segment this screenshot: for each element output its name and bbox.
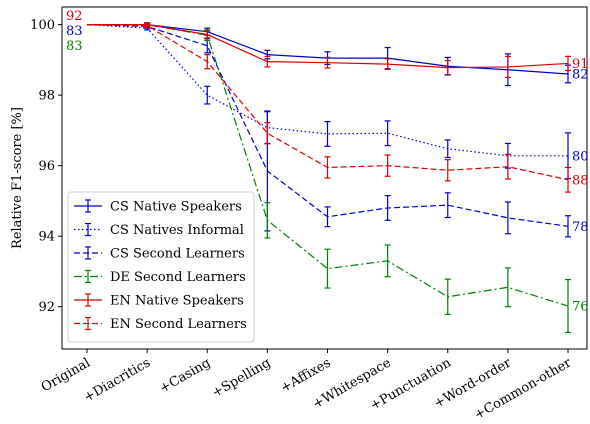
legend-label: DE Second Learners bbox=[110, 270, 246, 285]
series-0 bbox=[87, 22, 571, 87]
y-tick-label: 92 bbox=[38, 300, 55, 315]
legend-entry: CS Natives Informal bbox=[74, 222, 244, 238]
series-start-label: 83 bbox=[66, 24, 83, 39]
series-end-label: 80 bbox=[572, 149, 589, 164]
x-tick-label: +Spelling bbox=[210, 355, 274, 400]
y-tick-label: 96 bbox=[38, 159, 55, 174]
series-4 bbox=[87, 22, 571, 79]
y-axis-title: Relative F1-score [%] bbox=[10, 107, 25, 249]
series-start-label: 92 bbox=[66, 9, 83, 24]
series-end-label: 88 bbox=[572, 173, 589, 188]
legend-label: CS Native Speakers bbox=[110, 200, 242, 215]
series-end-label: 76 bbox=[572, 299, 589, 314]
x-tick-label: +Common-other bbox=[472, 355, 575, 423]
series-end-label: 82 bbox=[572, 67, 589, 82]
x-tick-label: +Casing bbox=[157, 355, 213, 396]
legend-entry: EN Second Learners bbox=[74, 316, 247, 332]
y-tick-label: 98 bbox=[38, 89, 55, 104]
y-tick-label: 94 bbox=[38, 230, 55, 245]
series-5 bbox=[86, 23, 571, 193]
y-tick-label: 100 bbox=[30, 18, 55, 33]
legend-label: EN Native Speakers bbox=[110, 294, 244, 309]
legend-entry: CS Second Learners bbox=[74, 246, 245, 262]
legend-label: EN Second Learners bbox=[110, 317, 247, 332]
series-start-label: 83 bbox=[66, 39, 83, 54]
x-tick-label: Original bbox=[39, 355, 93, 395]
legend-box bbox=[67, 191, 255, 343]
legend-entry: EN Native Speakers bbox=[74, 293, 244, 309]
series-end-label: 78 bbox=[572, 220, 589, 235]
x-tick-label: +Diacritics bbox=[81, 355, 153, 405]
legend-label: CS Second Learners bbox=[110, 247, 245, 262]
series-end-label: 91 bbox=[572, 57, 589, 72]
plot-frame bbox=[61, 6, 588, 350]
legend-label: CS Natives Informal bbox=[110, 223, 244, 238]
legend-entry: DE Second Learners bbox=[74, 269, 246, 285]
series-1 bbox=[86, 24, 571, 180]
legend-entry: CS Native Speakers bbox=[74, 199, 242, 215]
